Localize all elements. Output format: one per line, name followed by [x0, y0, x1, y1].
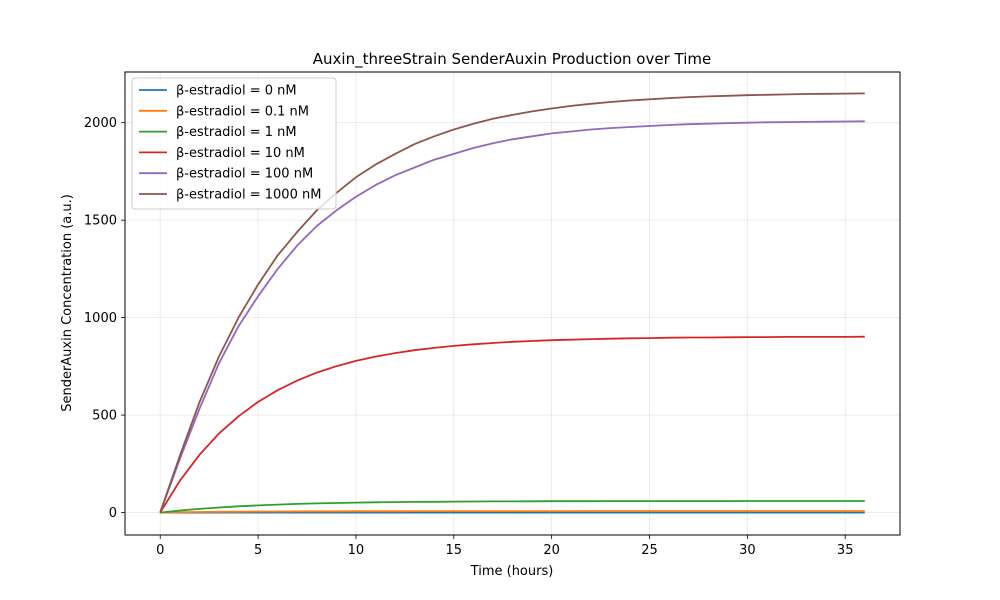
x-tick-label: 15 — [446, 543, 463, 558]
series-line-3 — [159, 335, 865, 514]
legend: β-estradiol = 0 nM β-estradiol = 0.1 nM β-… — [131, 77, 337, 210]
legend-label: β-estradiol = 0.1 nM — [176, 104, 309, 119]
legend-label: β-estradiol = 1000 nM — [176, 188, 321, 203]
y-tick-label: 1000 — [84, 311, 117, 326]
series-line-4 — [159, 120, 865, 513]
x-tick-label: 5 — [254, 543, 262, 558]
series-line-1 — [160, 510, 865, 514]
legend-label: β-estradiol = 10 nM — [176, 146, 305, 161]
y-axis-label: SenderAuxin Concentration (a.u.) — [60, 194, 75, 412]
legend-label: β-estradiol = 100 nM — [176, 167, 313, 182]
y-tick-label: 2000 — [84, 116, 117, 131]
x-tick-label: 10 — [348, 543, 365, 558]
series-line-2 — [160, 500, 865, 514]
x-tick-label: 30 — [739, 543, 756, 558]
legend-label: β-estradiol = 0 nM — [176, 84, 297, 99]
legend-box — [131, 77, 337, 210]
x-tick-label: 20 — [543, 543, 560, 558]
plot-frame — [124, 71, 901, 536]
x-tick-label: 0 — [156, 543, 164, 558]
legend-label: β-estradiol = 1 nM — [176, 125, 297, 140]
y-tick-label: 1500 — [84, 214, 117, 229]
y-tick-label: 0 — [109, 506, 117, 521]
series-line-5 — [159, 92, 865, 513]
x-axis-label: Time (hours) — [470, 564, 554, 579]
chart-title: Auxin_threeStrain SenderAuxin Production… — [313, 50, 711, 69]
x-tick-label: 25 — [641, 543, 658, 558]
x-tick-label: 35 — [837, 543, 854, 558]
y-tick-label: 500 — [92, 409, 117, 424]
axis-ticks: 0 5 10 15 20 25 30 35 0 500 1000 1500 2000 — [84, 116, 854, 558]
series-lines — [159, 92, 865, 514]
